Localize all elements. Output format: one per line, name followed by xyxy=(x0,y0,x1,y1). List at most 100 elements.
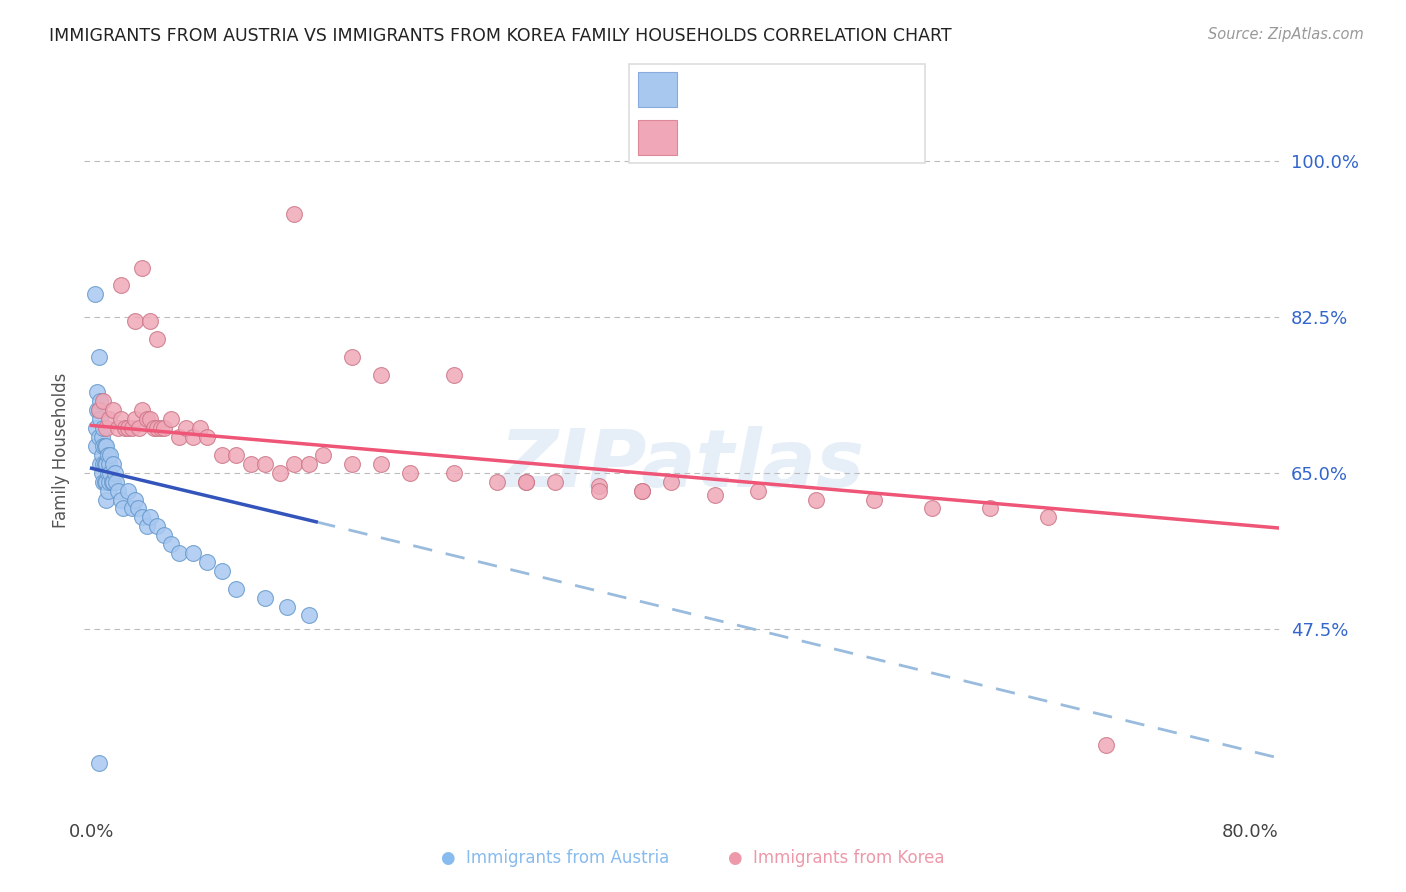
Point xyxy=(631,483,654,498)
Point xyxy=(124,314,146,328)
Point xyxy=(181,430,204,444)
Point xyxy=(127,501,149,516)
Point xyxy=(91,421,114,435)
Point xyxy=(188,421,211,435)
Point xyxy=(117,421,139,435)
Point xyxy=(96,448,118,462)
Point xyxy=(138,314,160,328)
Text: -0.147: -0.147 xyxy=(733,127,793,145)
Point xyxy=(104,466,127,480)
Point xyxy=(211,564,233,578)
Point xyxy=(703,488,725,502)
Point xyxy=(979,501,1001,516)
Point xyxy=(103,403,125,417)
Point xyxy=(269,466,291,480)
Text: Source: ZipAtlas.com: Source: ZipAtlas.com xyxy=(1208,27,1364,42)
Point xyxy=(153,528,176,542)
Point xyxy=(84,421,107,435)
Point xyxy=(342,457,364,471)
Point xyxy=(121,421,143,435)
Point xyxy=(107,483,129,498)
Point xyxy=(370,368,392,382)
Point xyxy=(91,475,114,489)
Point xyxy=(135,519,157,533)
Point xyxy=(515,475,537,489)
Point xyxy=(101,475,124,489)
Point xyxy=(1094,738,1116,752)
Point xyxy=(90,430,112,444)
Point xyxy=(105,475,128,489)
Point xyxy=(112,501,135,516)
Point xyxy=(124,492,146,507)
Point xyxy=(254,457,277,471)
Text: R =: R = xyxy=(689,79,730,98)
Point xyxy=(588,479,610,493)
Point xyxy=(146,332,169,346)
Point xyxy=(114,421,136,435)
Point xyxy=(921,501,943,516)
Point xyxy=(87,350,110,364)
Point xyxy=(211,448,233,462)
Text: R =: R = xyxy=(689,127,730,145)
Text: ●  Immigrants from Korea: ● Immigrants from Korea xyxy=(728,849,945,867)
Point xyxy=(100,448,122,462)
Point xyxy=(91,439,114,453)
Point xyxy=(96,466,118,480)
Point xyxy=(197,430,219,444)
Point xyxy=(93,457,115,471)
Point xyxy=(197,555,219,569)
Point xyxy=(181,546,204,560)
Point xyxy=(91,457,114,471)
Point xyxy=(86,385,108,400)
Point xyxy=(84,439,107,453)
Point xyxy=(298,608,321,623)
Point xyxy=(138,510,160,524)
Point xyxy=(93,475,115,489)
Point xyxy=(110,278,132,293)
Point xyxy=(90,466,112,480)
Point xyxy=(103,457,125,471)
Point xyxy=(631,483,654,498)
Text: N =: N = xyxy=(815,79,858,98)
Point xyxy=(167,430,190,444)
Point xyxy=(87,403,110,417)
Point xyxy=(160,412,183,426)
Bar xyxy=(638,71,678,106)
Point xyxy=(87,403,110,417)
Point xyxy=(167,546,190,560)
Point xyxy=(87,756,110,770)
Point xyxy=(1036,510,1059,524)
Point xyxy=(93,439,115,453)
Point xyxy=(747,483,769,498)
Point xyxy=(254,591,277,605)
Point xyxy=(131,510,153,524)
Point xyxy=(110,412,132,426)
Point xyxy=(276,599,298,614)
Point xyxy=(150,421,173,435)
Point xyxy=(98,457,121,471)
Point xyxy=(98,412,121,426)
Point xyxy=(100,466,122,480)
Point xyxy=(89,457,111,471)
Point xyxy=(90,448,112,462)
Point xyxy=(107,421,129,435)
Point xyxy=(94,439,117,453)
Point xyxy=(443,368,465,382)
Point xyxy=(83,287,105,301)
Point xyxy=(94,421,117,435)
Point xyxy=(515,475,537,489)
Point xyxy=(146,421,169,435)
Point xyxy=(174,421,197,435)
Point xyxy=(96,483,118,498)
Point xyxy=(87,430,110,444)
Point xyxy=(94,492,117,507)
Point xyxy=(225,448,247,462)
Point xyxy=(544,475,567,489)
Point xyxy=(239,457,262,471)
Text: 59: 59 xyxy=(860,79,884,98)
Point xyxy=(863,492,886,507)
Point xyxy=(131,260,153,275)
Point xyxy=(91,394,114,409)
Point xyxy=(804,492,827,507)
Point xyxy=(86,403,108,417)
